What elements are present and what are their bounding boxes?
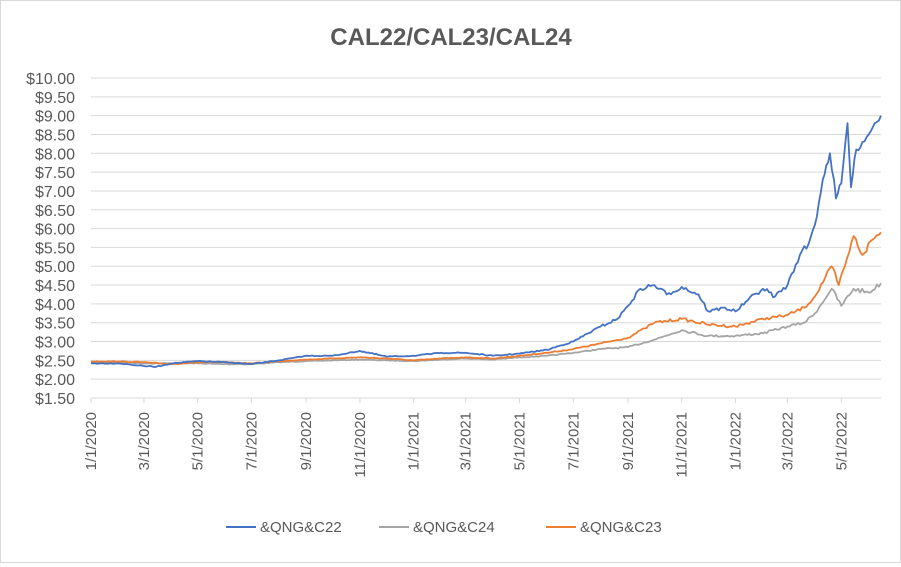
y-tick-label: $8.00 — [35, 146, 75, 163]
y-tick-label: $7.50 — [35, 165, 75, 182]
y-tick-label: $4.50 — [35, 278, 75, 295]
y-tick-label: $1.50 — [35, 391, 75, 408]
x-tick-label: 3/1/2020 — [136, 412, 153, 470]
gridlines — [91, 77, 881, 399]
x-tick-label: 5/1/2022 — [833, 412, 850, 470]
legend-label: &QNG&C24 — [413, 519, 495, 536]
y-tick-label: $2.00 — [35, 372, 75, 389]
legend-label: &QNG&C22 — [260, 519, 342, 536]
y-tick-label: $2.50 — [35, 353, 75, 370]
x-tick-label: 3/1/2022 — [780, 412, 797, 470]
y-tick-label: $5.50 — [35, 240, 75, 257]
x-tick-label: 5/1/2020 — [190, 412, 207, 470]
x-tick-label: 5/1/2021 — [512, 412, 529, 470]
chart-title: CAL22/CAL23/CAL24 — [330, 24, 572, 51]
x-tick-label: 1/1/2022 — [728, 412, 745, 470]
y-tick-label: $7.00 — [35, 184, 75, 201]
series-lines — [90, 115, 882, 368]
x-tick-label: 1/1/2020 — [83, 412, 100, 470]
y-tick-label: $4.00 — [35, 297, 75, 314]
series-line-qngc22 — [90, 115, 882, 368]
y-axis-ticks: $1.50 $2.00 $2.50$3.00 $3.50 $4.00 $4.50 $5.00… — [26, 71, 75, 408]
y-tick-label: $6.50 — [35, 203, 75, 220]
y-tick-label: $9.50 — [35, 90, 75, 107]
x-axis-ticks: 1/1/2020 3/1/2020 5/1/2020 7/1/2020 9/1/2020… — [83, 398, 850, 478]
y-tick-label: $9.00 — [35, 109, 75, 126]
x-tick-label: 11/1/2020 — [352, 412, 369, 478]
x-tick-label: 7/1/2021 — [565, 412, 582, 470]
series-line-qngc23 — [91, 231, 882, 365]
x-tick-label: 7/1/2020 — [243, 412, 260, 470]
y-tick-label: $8.50 — [35, 127, 75, 144]
y-tick-label: $3.50 — [35, 316, 75, 333]
y-tick-label: $3.00 — [35, 335, 75, 352]
y-tick-label: $6.00 — [35, 222, 75, 239]
x-tick-label: 1/1/2021 — [406, 412, 423, 470]
x-tick-label: 11/1/2021 — [674, 412, 691, 478]
x-tick-label: 9/1/2021 — [620, 412, 637, 470]
legend-label: &QNG&C23 — [580, 519, 662, 536]
x-tick-label: 9/1/2020 — [298, 412, 315, 470]
x-tick-label: 3/1/2021 — [458, 412, 475, 470]
y-tick-label: $5.00 — [35, 259, 75, 276]
series-line-qngc24 — [90, 282, 882, 366]
y-tick-label: $10.00 — [26, 71, 75, 88]
legend: &QNG&C22 &QNG&C24 &QNG&C23 — [226, 519, 662, 536]
